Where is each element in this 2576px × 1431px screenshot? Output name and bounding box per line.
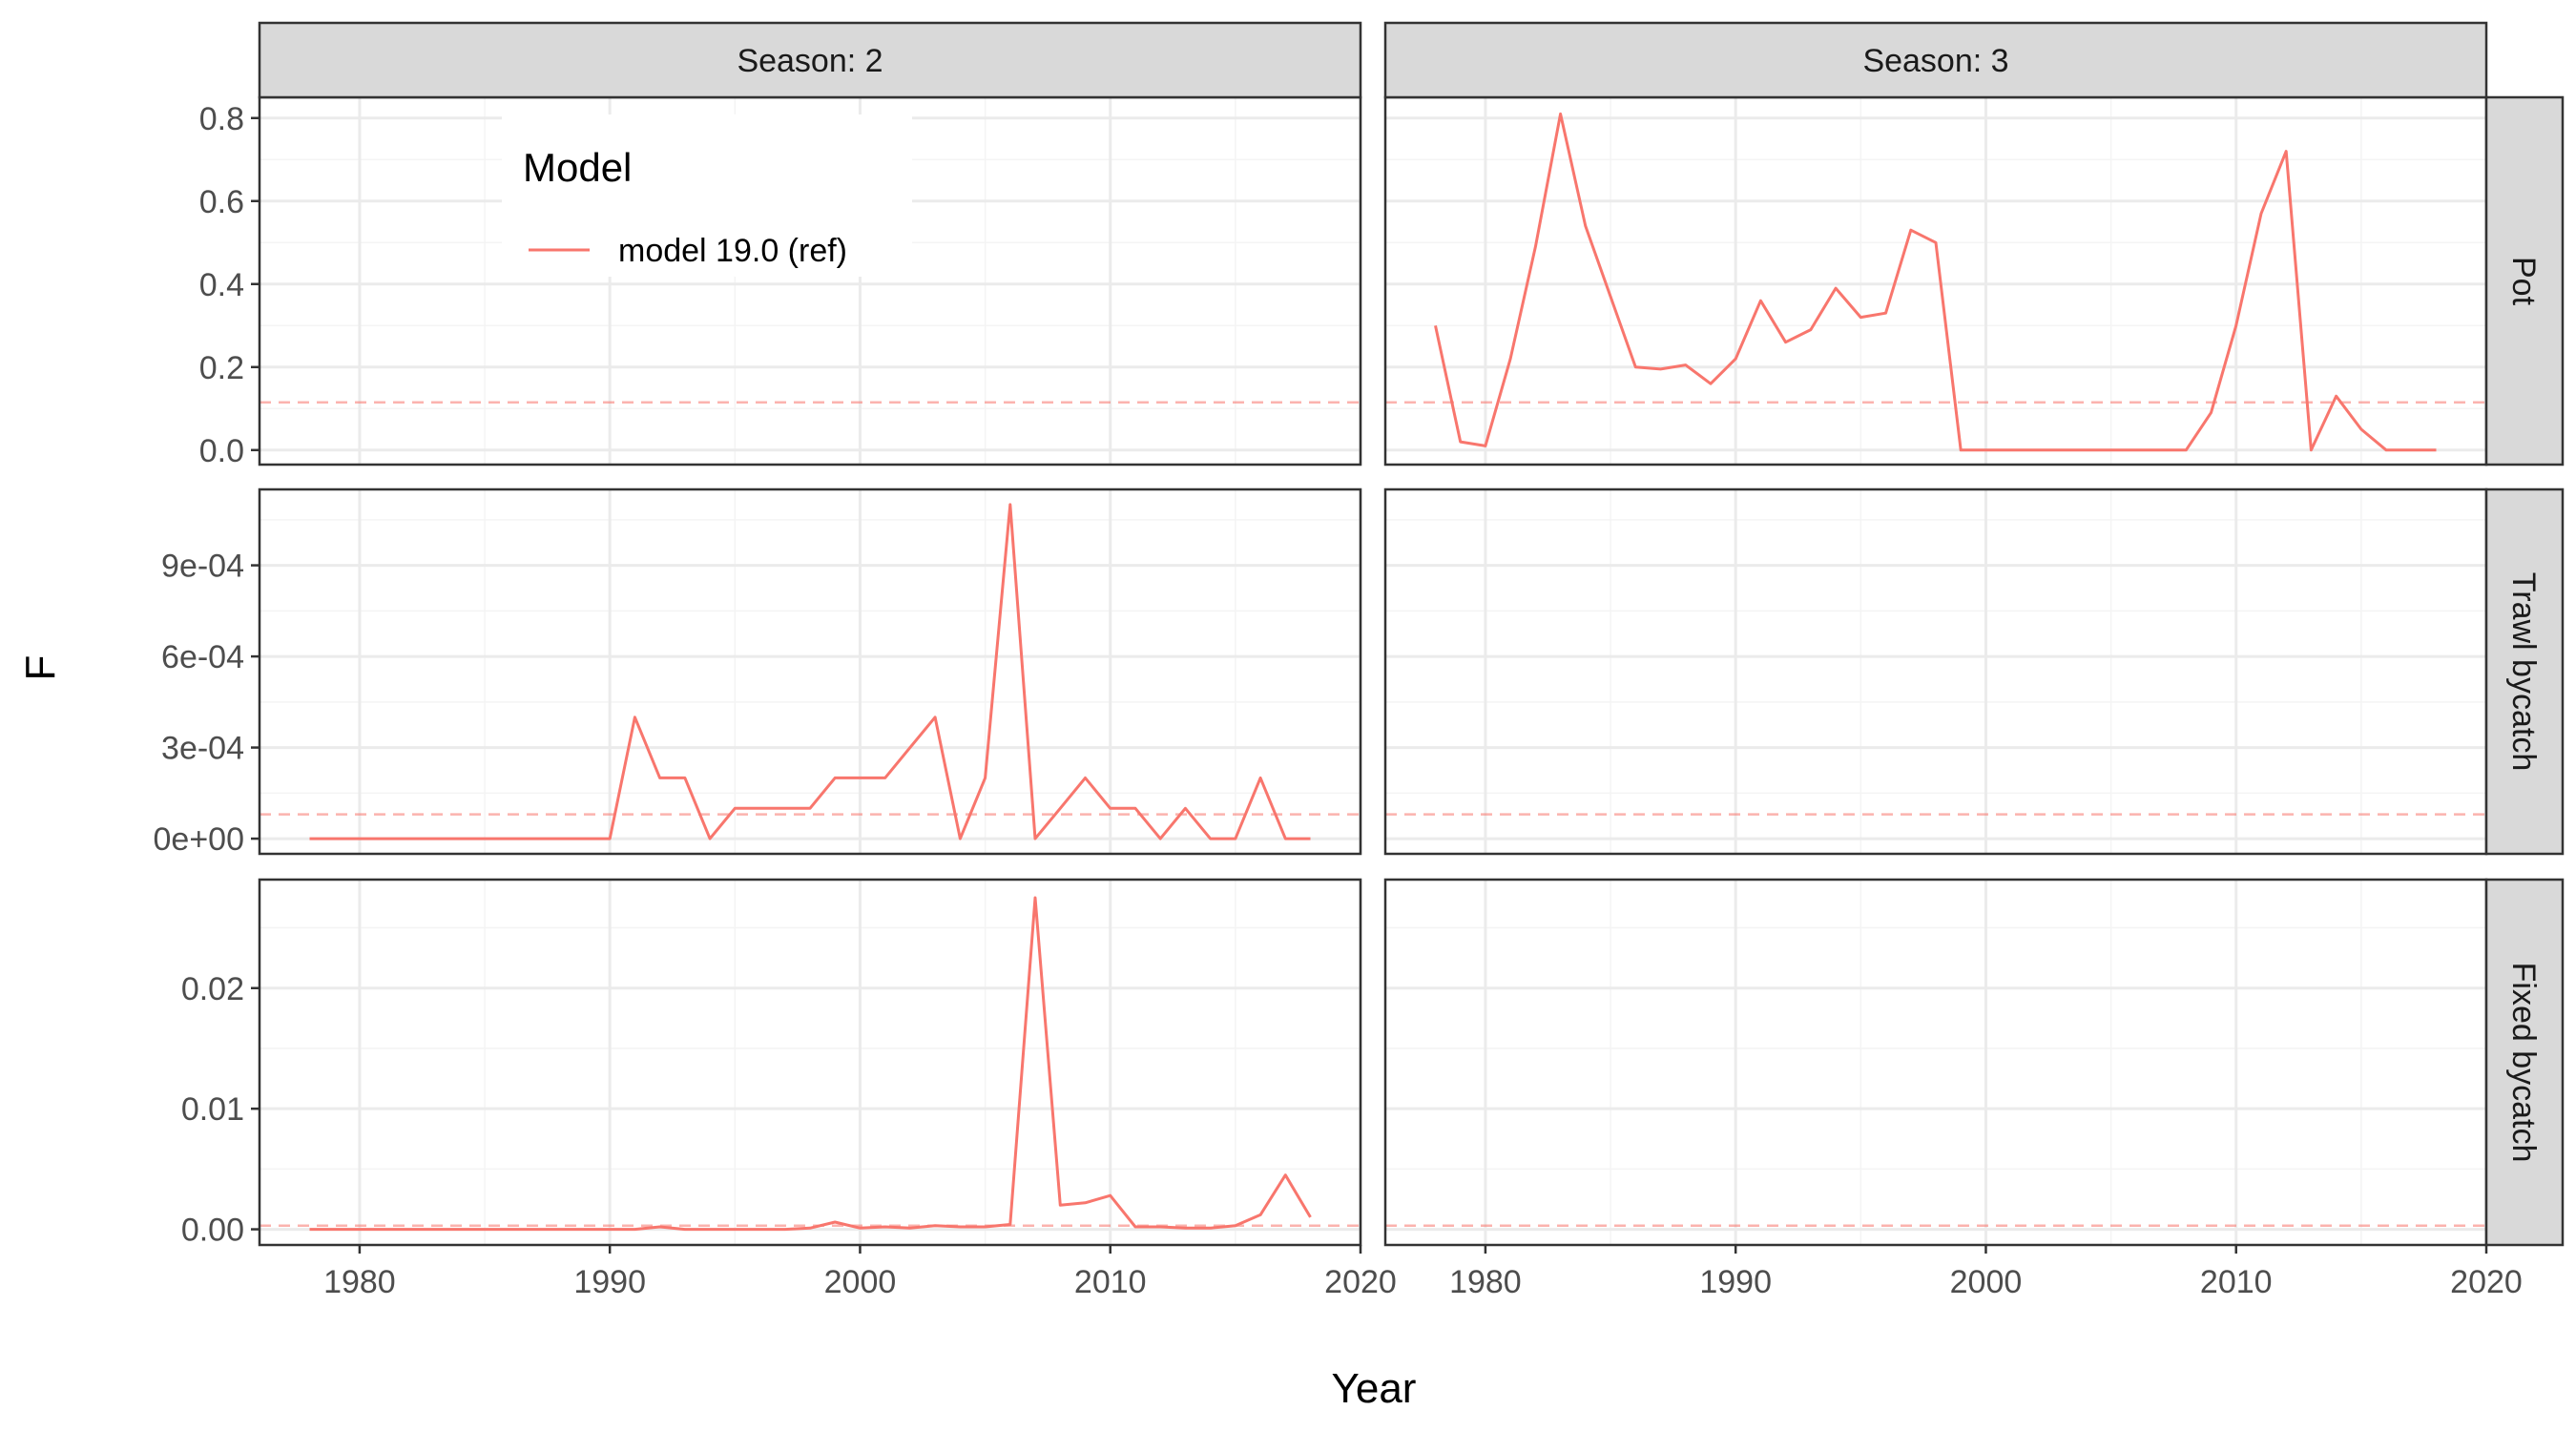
axes-layer: 0.0 0.2 0.4 0.6 0.8 0e+00 3e-04 6e-04 9e-04 0.00 0… [154, 101, 2523, 1300]
y-tick-label: 0e+00 [154, 821, 245, 858]
legend-entry-label: model 19.0 (ref) [618, 233, 847, 269]
row-strip-label: Pot [2505, 257, 2542, 306]
y-tick-label: 6e-04 [161, 639, 244, 675]
x-tick-label: 2000 [1950, 1264, 2023, 1300]
y-tick-label: 9e-04 [161, 549, 244, 585]
column-strip [1383, 21, 2488, 99]
panel-r1-c0 [258, 487, 1362, 856]
y-tick-label: 0.4 [199, 267, 244, 303]
y-tick-label: 0.02 [181, 971, 244, 1007]
y-tick-label: 3e-04 [161, 731, 244, 767]
y-tick-label: 0.2 [199, 350, 244, 386]
row-strip [2484, 487, 2565, 856]
row-strip-label: Trawl bycatch [2505, 572, 2542, 771]
x-axis-title: Year [1332, 1365, 1417, 1412]
legend: Model model 19.0 (ref) [502, 114, 912, 277]
x-tick-label: 2010 [1074, 1264, 1147, 1300]
x-tick-label: 1990 [573, 1264, 646, 1300]
column-strip-label: Season: 3 [1862, 43, 2008, 79]
x-tick-label: 1990 [1699, 1264, 1772, 1300]
strips-layer: Pot Trawl bycatch Fixed bycatch Season: 2 Se… [258, 21, 2565, 1247]
column-strip-label: Season: 2 [737, 43, 883, 79]
y-axis-title: F [17, 655, 64, 681]
panel-border [258, 878, 1362, 1247]
y-tick-label: 0.8 [199, 101, 244, 137]
x-tick-label: 1980 [1449, 1264, 1522, 1300]
panel-r1-c1 [1383, 487, 2488, 856]
column-strip [258, 21, 1362, 99]
y-tick-label: 0.6 [199, 184, 244, 220]
row-strip-label: Fixed bycatch [2505, 963, 2542, 1163]
y-tick-label: 0.0 [199, 433, 244, 469]
legend-title: Model [523, 145, 632, 190]
x-tick-label: 2010 [2200, 1264, 2273, 1300]
row-strip [2484, 878, 2565, 1247]
row-strip [2484, 95, 2565, 467]
x-tick-label: 2020 [2450, 1264, 2523, 1300]
panel-r2-c1 [1383, 878, 2488, 1247]
panel-background [1385, 489, 2486, 854]
series-line [309, 896, 1312, 1232]
panel-r2-c0 [258, 878, 1362, 1247]
y-tick-label: 0.01 [181, 1091, 244, 1128]
x-tick-label: 2000 [824, 1264, 897, 1300]
y-tick-label: 0.00 [181, 1213, 244, 1249]
series-line [309, 503, 1311, 840]
panel-border [258, 487, 1362, 856]
panel-background [260, 880, 1361, 1245]
x-tick-label: 2020 [1324, 1264, 1397, 1300]
x-tick-label: 1980 [323, 1264, 396, 1300]
panel-background [1385, 97, 2486, 465]
panel-background [1385, 880, 2486, 1245]
panel-background [260, 489, 1361, 854]
series-line [1434, 112, 2437, 452]
panels-layer [258, 95, 2488, 1247]
panel-r0-c1 [1383, 95, 2488, 467]
